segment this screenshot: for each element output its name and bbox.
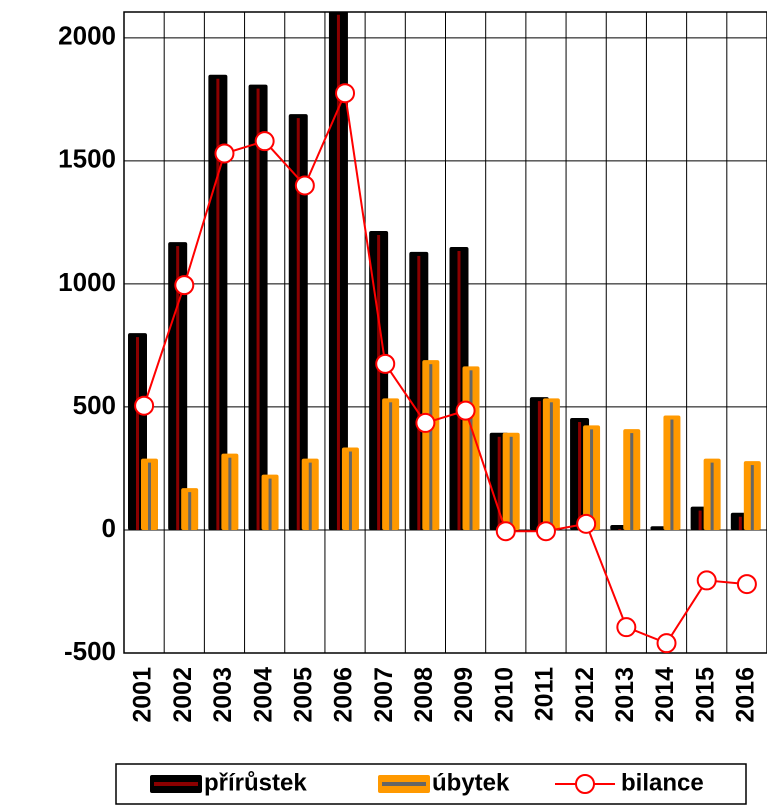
- x-tick-label: 2015: [691, 667, 719, 723]
- bar-stripe: [618, 529, 622, 530]
- x-tick-label: 2008: [410, 667, 438, 723]
- line-marker: [294, 175, 315, 196]
- x-tick-label: 2007: [370, 667, 398, 723]
- x-tick-label: 2014: [651, 667, 679, 723]
- bar-stripe: [228, 457, 232, 530]
- bar-stripe: [578, 422, 582, 530]
- bar-stripe: [389, 402, 393, 530]
- legend-swatch-stripe: [382, 782, 426, 786]
- y-tick-label: 1000: [58, 267, 116, 297]
- bar-stripe: [296, 118, 300, 530]
- bar-stripe: [148, 462, 151, 530]
- bar-stripe: [497, 436, 501, 530]
- legend-label: přírůstek: [204, 769, 307, 796]
- marks: [128, 12, 761, 645]
- line-marker: [576, 513, 597, 534]
- bar-stripe: [377, 234, 381, 530]
- bar-stripe: [216, 78, 220, 530]
- y-tick-label: 0: [102, 513, 116, 543]
- bar-stripe: [537, 401, 541, 530]
- grid: [124, 12, 767, 654]
- bar-stripe: [308, 462, 312, 530]
- x-tick-label: 2002: [169, 667, 197, 723]
- line-marker: [616, 617, 637, 638]
- line-marker: [535, 521, 556, 542]
- y-tick-label: 500: [73, 390, 116, 420]
- x-tick-label: 2016: [732, 667, 760, 723]
- x-tick-label: 2004: [249, 667, 277, 723]
- bar-stripe: [429, 364, 433, 530]
- bar-stripe: [268, 478, 272, 530]
- bar-stripe: [348, 451, 352, 530]
- x-tick-label: 2013: [611, 667, 639, 723]
- line-marker: [335, 83, 356, 104]
- bar-stripe: [469, 370, 473, 530]
- line-marker: [696, 570, 717, 591]
- legend-box: [115, 763, 747, 805]
- bar-stripe: [509, 436, 513, 530]
- y-tick-label: -500: [64, 636, 116, 666]
- line-marker: [174, 275, 195, 296]
- line-marker: [375, 353, 396, 374]
- bar-stripe: [549, 402, 553, 530]
- bar-stripe: [738, 516, 742, 530]
- line-marker: [495, 521, 516, 542]
- bar-stripe: [188, 492, 192, 530]
- line-marker: [254, 131, 275, 152]
- legend-label: úbytek: [432, 769, 510, 796]
- bar-stripe: [710, 462, 714, 530]
- line-marker: [214, 143, 235, 164]
- y-tick-label: 2000: [58, 21, 116, 51]
- x-tick-label: 2001: [129, 667, 157, 723]
- legend-swatch-stripe: [154, 782, 198, 786]
- line-marker: [736, 574, 757, 595]
- x-tick-label: 2005: [289, 667, 317, 723]
- x-tick-label: 2006: [330, 667, 358, 723]
- x-tick-label: 2009: [450, 667, 478, 723]
- x-tick-label: 2003: [209, 667, 237, 723]
- bar-stripe: [457, 250, 461, 530]
- legend-label: bilance: [621, 769, 704, 796]
- x-tick-label: 2010: [490, 667, 518, 723]
- line-marker: [656, 633, 677, 654]
- bar-stripe: [176, 246, 180, 530]
- bar-stripe: [698, 510, 702, 530]
- y-tick-label: 1500: [58, 144, 116, 174]
- legend-marker: [575, 774, 595, 794]
- bar-stripe: [417, 255, 421, 530]
- line: [143, 89, 747, 645]
- line-marker: [134, 395, 155, 416]
- x-tick-label: 2011: [531, 667, 559, 721]
- line-marker: [455, 400, 476, 421]
- line-marker: [415, 412, 436, 433]
- plot-frame: [123, 11, 767, 654]
- bar-stripe: [256, 88, 260, 530]
- bar-stripe: [670, 419, 674, 530]
- x-tick-label: 2012: [571, 667, 599, 723]
- bar-stripe: [336, 14, 340, 530]
- bar-stripe: [750, 465, 754, 530]
- bar-stripe: [136, 337, 139, 530]
- bar-stripe: [630, 433, 634, 530]
- bar-stripe: [590, 429, 594, 530]
